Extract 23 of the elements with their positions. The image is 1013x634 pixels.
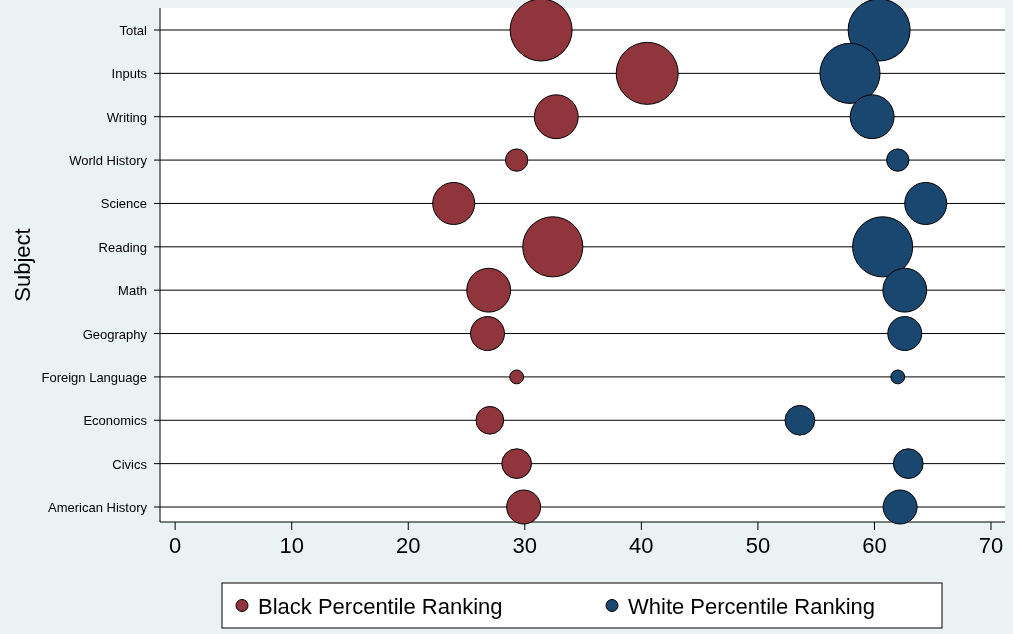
y-tick-label: Foreign Language — [41, 369, 147, 385]
legend-label: Black Percentile Ranking — [258, 593, 503, 619]
x-tick-label: 40 — [629, 533, 654, 558]
y-tick-label: Economics — [83, 413, 148, 429]
x-tick-label: 70 — [978, 533, 1004, 558]
y-tick-label: Total — [119, 23, 148, 38]
x-tick-label: 30 — [512, 533, 538, 558]
y-tick-label: Inputs — [111, 66, 148, 82]
x-tick-label: 60 — [862, 533, 887, 558]
y-tick-label: Math — [118, 283, 147, 299]
x-tick-label: 20 — [396, 533, 421, 558]
x-tick-label: 10 — [279, 533, 304, 558]
y-tick-label: Geography — [82, 326, 148, 342]
y-tick-label: World History — [69, 153, 148, 169]
y-axis-title: Subject — [10, 228, 35, 302]
x-tick-label: 0 — [169, 533, 182, 558]
y-tick-label: Reading — [98, 239, 147, 255]
y-tick-label: American History — [48, 500, 148, 515]
legend-label: White Percentile Ranking — [628, 593, 876, 619]
x-tick-label: 50 — [745, 533, 771, 558]
y-tick-label: Civics — [112, 456, 148, 472]
y-tick-label: Writing — [106, 109, 147, 125]
y-tick-label: Science — [100, 196, 147, 212]
